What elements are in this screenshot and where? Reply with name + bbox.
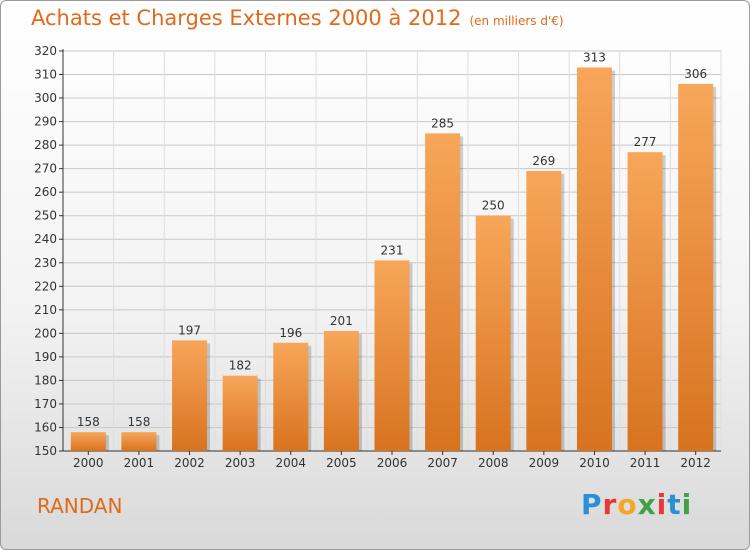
bar xyxy=(172,340,208,451)
bar xyxy=(222,375,258,451)
data-label: 285 xyxy=(431,116,454,130)
data-label: 201 xyxy=(330,314,353,328)
x-tick-label: 2005 xyxy=(326,456,357,470)
logo-letter: i xyxy=(656,488,668,521)
bar xyxy=(121,432,157,451)
data-label: 158 xyxy=(127,415,150,429)
y-tick-label: 310 xyxy=(34,68,57,82)
data-label: 269 xyxy=(532,154,555,168)
data-label: 182 xyxy=(229,359,252,373)
y-tick-label: 320 xyxy=(34,44,57,58)
bar xyxy=(526,171,562,451)
y-tick-label: 280 xyxy=(34,138,57,152)
logo-letter: o xyxy=(617,488,638,521)
logo-letter: x xyxy=(637,488,657,521)
y-tick-label: 150 xyxy=(34,444,57,458)
y-tick-label: 160 xyxy=(34,420,57,434)
y-tick-label: 290 xyxy=(34,115,57,129)
x-tick-label: 2002 xyxy=(174,456,205,470)
axes: 150 160 170 180 190 200 210 220 230 240 250 260 270 2… xyxy=(34,44,721,470)
y-tick-label: 220 xyxy=(34,279,57,293)
y-tick-label: 200 xyxy=(34,326,57,340)
bar xyxy=(70,432,106,451)
bar xyxy=(627,152,663,452)
y-tick-label: 210 xyxy=(34,303,57,317)
city-name: RANDAN xyxy=(37,494,123,518)
bar xyxy=(374,260,410,451)
bar xyxy=(475,215,511,451)
x-tick-label: 2012 xyxy=(680,456,711,470)
data-label: 313 xyxy=(583,50,606,64)
y-tick-label: 230 xyxy=(34,256,57,270)
data-label: 306 xyxy=(684,67,707,81)
bar xyxy=(678,83,714,452)
proxiti-logo[interactable]: Proxiti xyxy=(581,488,692,521)
bar xyxy=(425,133,461,451)
x-tick-label: 2011 xyxy=(630,456,661,470)
data-label: 277 xyxy=(634,135,657,149)
bar xyxy=(273,342,309,451)
x-tick-label: 2006 xyxy=(377,456,408,470)
chart-title-text: Achats et Charges Externes 2000 à 2012 xyxy=(31,6,462,30)
y-tick-label: 250 xyxy=(34,209,57,223)
logo-letter: t xyxy=(667,488,682,521)
logo-letter: r xyxy=(602,488,618,521)
bar xyxy=(576,67,612,452)
y-tick-label: 240 xyxy=(34,232,57,246)
logo-letter: i xyxy=(681,488,693,521)
chart-subtitle: (en milliers d'€) xyxy=(469,14,564,28)
x-tick-label: 2010 xyxy=(579,456,610,470)
logo-letter: P xyxy=(581,488,603,521)
data-labels: 158 158 197 182 196 201 231 285 250 269 313 277 306 xyxy=(77,50,707,429)
y-tick-label: 190 xyxy=(34,350,57,364)
chart-title: Achats et Charges Externes 2000 à 2012 (e… xyxy=(31,6,564,30)
x-tick-label: 2001 xyxy=(124,456,155,470)
y-tick-label: 170 xyxy=(34,397,57,411)
data-label: 158 xyxy=(77,415,100,429)
x-tick-label: 2009 xyxy=(529,456,560,470)
data-label: 231 xyxy=(381,243,404,257)
bars xyxy=(70,67,717,452)
bar xyxy=(323,331,359,451)
y-tick-label: 300 xyxy=(34,91,57,105)
x-tick-label: 2000 xyxy=(73,456,104,470)
x-tick-label: 2008 xyxy=(478,456,509,470)
data-label: 250 xyxy=(482,199,505,213)
data-label: 197 xyxy=(178,323,201,337)
y-tick-label: 260 xyxy=(34,185,57,199)
y-tick-label: 270 xyxy=(34,162,57,176)
x-tick-label: 2004 xyxy=(275,456,306,470)
y-tick-label: 180 xyxy=(34,373,57,387)
x-tick-label: 2007 xyxy=(427,456,458,470)
data-label: 196 xyxy=(279,326,302,340)
x-tick-label: 2003 xyxy=(225,456,256,470)
